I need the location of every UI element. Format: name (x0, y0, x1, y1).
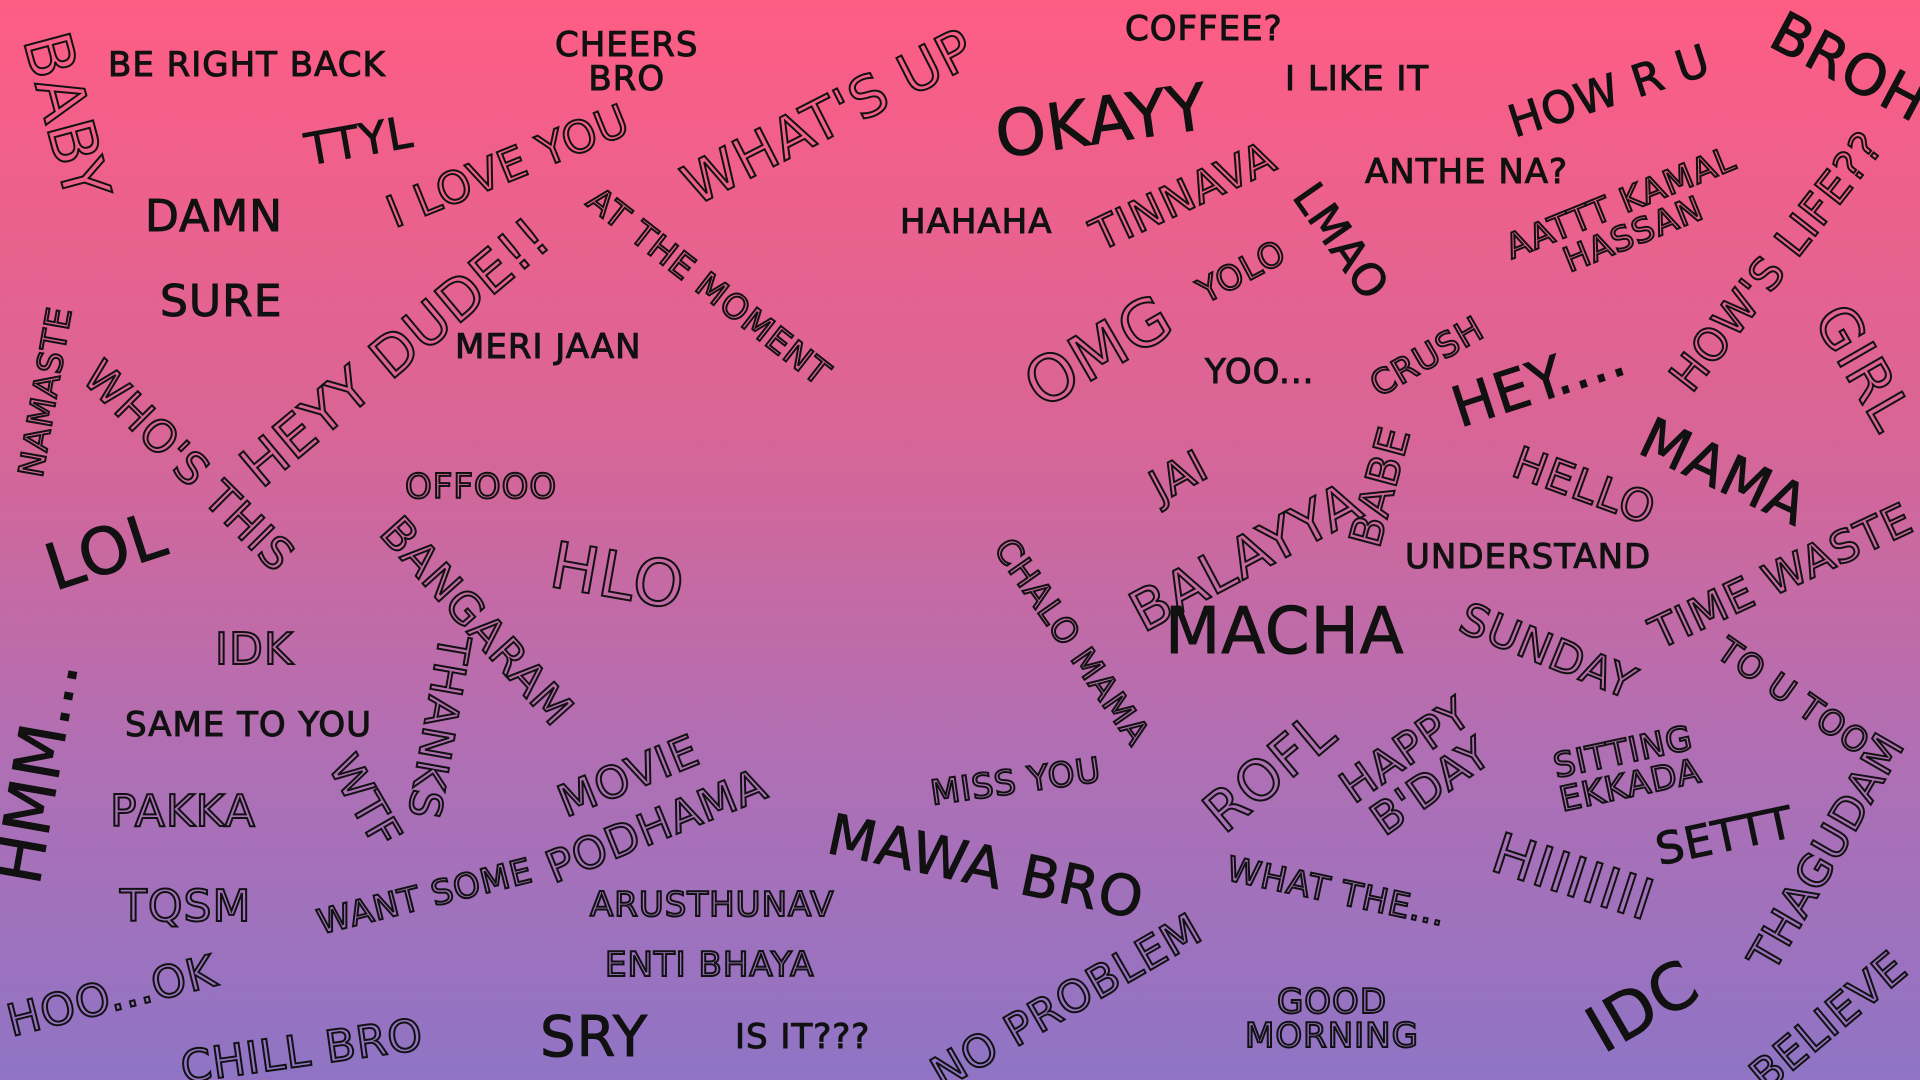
word-arusthunav: Arusthunav (589, 885, 835, 925)
word-want-some: Want some (312, 850, 537, 944)
word-idk: IDK (214, 624, 294, 675)
word-hlo: HLO (544, 528, 692, 626)
word-okayy: Okayy (990, 70, 1213, 174)
word-sunday: Sunday (1451, 592, 1644, 711)
word-good-line2: Morning (1244, 1016, 1419, 1056)
word-hmm: Hmm... (0, 654, 94, 890)
word-good-morning: Good Morning (1244, 982, 1419, 1056)
word-cheers-bro: Cheers Bro (554, 25, 699, 99)
word-jai: Jai (1140, 439, 1217, 513)
word-to-u-too: To u too (1708, 629, 1877, 765)
word-thanks: Thanks (396, 630, 480, 824)
word-idc: IDC (1574, 945, 1712, 1069)
word-girl: Girl (1800, 292, 1920, 443)
word-namaste: Namaste (10, 303, 81, 481)
word-chalo-mama: Chalo mama (984, 530, 1158, 754)
word-enti-bhaya: Enti bhaya (604, 945, 815, 985)
word-chill-bro: Chill bro (177, 1008, 428, 1080)
word-cheers-line1: Cheers (554, 25, 699, 65)
word-whats-up: What's up (671, 15, 986, 219)
word-good-line1: Good (1276, 982, 1388, 1022)
word-hiiiiiii: Hiiiiiii (1483, 820, 1663, 935)
word-same-to-you: Same to you (125, 705, 372, 745)
word-mama: Mama (1629, 405, 1818, 540)
word-happy-bday: Happy B'day (1330, 686, 1504, 847)
word-baby: Baby (7, 24, 125, 211)
word-anthe-na: Anthe na? (1364, 152, 1569, 192)
word-sitting-ekkada: Sitting Ekkada (1549, 717, 1706, 821)
word-yoo: Yoo... (1204, 352, 1315, 392)
word-lmao: LMAO (1282, 173, 1400, 310)
word-no-problem: No problem (921, 903, 1212, 1080)
word-cheers-line2: Bro (588, 59, 666, 99)
word-brother: Broh (1759, 0, 1920, 136)
word-rofl: ROFL (1190, 698, 1349, 846)
word-miss-you: Miss you (927, 749, 1105, 815)
word-settt: Settt (1651, 797, 1799, 877)
word-hahaha: Hahaha (899, 202, 1053, 242)
word-offooo: Offooo (404, 467, 558, 507)
word-wtf: WTF (317, 745, 413, 858)
word-how-r-u: How r u (1502, 34, 1718, 149)
word-meri-jaan: Meri Jaan (455, 327, 642, 367)
word-ttyl: TTYL (301, 106, 418, 177)
word-lol: LOL (36, 497, 176, 607)
word-hoo-ok: Hoo...ok (1, 945, 223, 1048)
word-be-right-back: Be right back (108, 45, 386, 85)
word-damn: Damn (144, 191, 284, 242)
word-tqsm: TQSM (119, 881, 252, 932)
word-what-the: What the... (1222, 848, 1450, 935)
word-coffee: Coffee? (1125, 9, 1283, 49)
word-bangaram: Bangaram (369, 506, 584, 737)
word-omg: OMG (1011, 279, 1187, 424)
word-sure: Sure (160, 276, 283, 327)
word-i-like-it: I like it (1284, 59, 1430, 99)
word-sry: Sry (539, 1005, 649, 1070)
word-understand: Understand (1404, 537, 1652, 577)
word-yolo: Yolo (1190, 231, 1294, 313)
word-pakka: Pakka (109, 786, 256, 837)
word-mawa-bro: Mawa bro (821, 802, 1150, 933)
word-macha: Macha (1164, 595, 1405, 669)
word-is-it: Is it??? (734, 1017, 871, 1057)
